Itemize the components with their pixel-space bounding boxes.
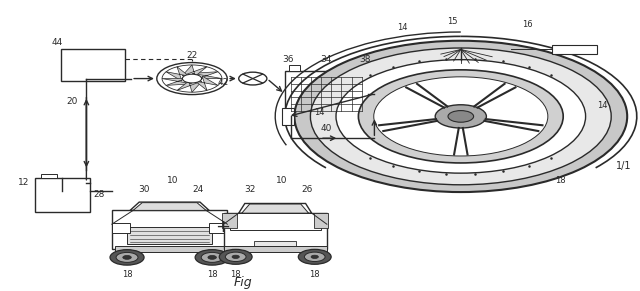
Polygon shape (192, 72, 222, 79)
Circle shape (182, 74, 202, 83)
Circle shape (448, 111, 474, 122)
Bar (41, 174, 57, 178)
Bar (35, 178, 90, 212)
Circle shape (225, 252, 246, 262)
Polygon shape (177, 81, 202, 92)
Circle shape (305, 252, 325, 262)
Polygon shape (133, 203, 206, 210)
Text: 30: 30 (138, 185, 150, 194)
Text: 28: 28 (93, 190, 105, 199)
Text: 18: 18 (309, 271, 320, 279)
Text: 20: 20 (67, 97, 78, 106)
Circle shape (220, 249, 252, 264)
Polygon shape (182, 65, 207, 76)
Circle shape (336, 60, 586, 173)
Circle shape (374, 77, 548, 156)
Polygon shape (195, 76, 218, 91)
Text: 18: 18 (207, 271, 218, 279)
Bar (115, 246, 225, 252)
Circle shape (208, 255, 216, 259)
Bar (223, 246, 327, 252)
Text: 10: 10 (167, 176, 179, 185)
Text: 15: 15 (447, 17, 458, 26)
Polygon shape (130, 202, 209, 210)
Text: 12: 12 (18, 178, 29, 187)
Bar (285, 71, 368, 116)
Circle shape (310, 48, 611, 185)
Bar (112, 223, 130, 233)
Polygon shape (162, 79, 192, 86)
Text: 38: 38 (359, 55, 371, 64)
Circle shape (232, 255, 239, 258)
Text: Fig: Fig (234, 276, 253, 289)
Circle shape (298, 249, 331, 264)
Text: +: + (215, 218, 230, 236)
Circle shape (358, 70, 563, 163)
Text: 40: 40 (321, 124, 332, 132)
Circle shape (294, 41, 627, 192)
Text: 18: 18 (122, 271, 132, 279)
Text: 10: 10 (276, 176, 287, 185)
Bar (222, 213, 237, 228)
Circle shape (116, 252, 138, 262)
Polygon shape (239, 203, 312, 213)
Text: 34: 34 (321, 55, 332, 64)
Bar (230, 213, 321, 230)
Text: 26: 26 (301, 185, 313, 194)
Circle shape (435, 105, 486, 128)
Text: 14: 14 (397, 23, 408, 32)
Polygon shape (166, 67, 189, 81)
Circle shape (239, 72, 267, 85)
Text: 42: 42 (217, 79, 228, 87)
Bar (112, 210, 227, 249)
Bar (254, 241, 296, 248)
Text: 16: 16 (522, 20, 532, 29)
Text: 1/1: 1/1 (616, 161, 632, 171)
Circle shape (123, 255, 131, 259)
Polygon shape (242, 204, 308, 213)
Circle shape (110, 250, 144, 265)
Text: 14: 14 (597, 101, 607, 109)
Bar (282, 108, 294, 125)
Circle shape (157, 63, 227, 95)
Bar (209, 223, 227, 233)
Circle shape (201, 252, 223, 262)
Bar (289, 65, 300, 71)
Text: 14: 14 (314, 108, 324, 117)
Text: 36: 36 (282, 55, 294, 64)
Bar (353, 65, 364, 71)
Text: 18: 18 (230, 271, 241, 279)
Text: 24: 24 (193, 185, 204, 194)
Circle shape (311, 255, 318, 258)
Text: 32: 32 (244, 185, 255, 194)
Text: 22: 22 (186, 51, 198, 60)
Bar (314, 213, 328, 228)
Text: 44: 44 (52, 38, 63, 47)
Text: 18: 18 (556, 176, 566, 185)
Bar (223, 213, 327, 249)
Bar (552, 45, 597, 54)
Bar (127, 227, 212, 244)
Circle shape (195, 250, 229, 265)
Bar (61, 49, 125, 81)
